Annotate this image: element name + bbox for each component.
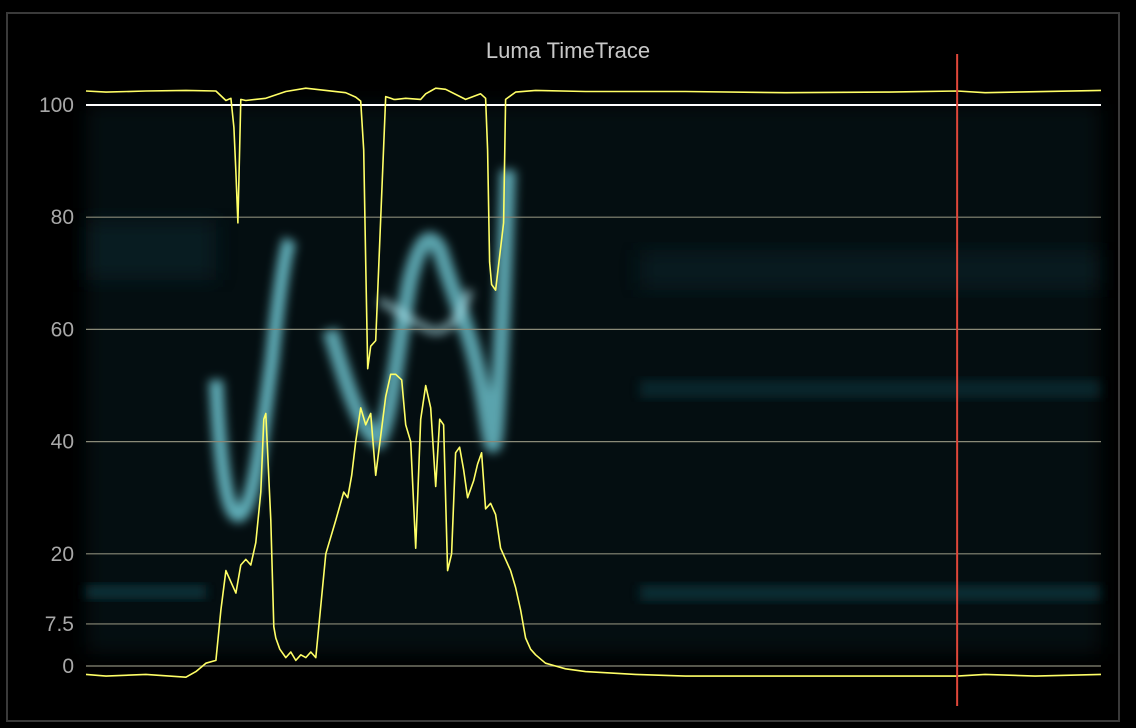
luma-heatmap: [86, 104, 1101, 654]
y-tick-label: 7.5: [45, 613, 74, 636]
y-tick-label: 100: [39, 94, 74, 117]
luma-average-line: [85, 373, 1102, 679]
y-tick-label: 60: [51, 318, 74, 341]
luma-max-line: [85, 87, 1102, 370]
y-tick-label: 80: [51, 206, 74, 229]
y-tick-label: 20: [51, 543, 74, 566]
y-axis-ticks: 100 80 60 40 20 7.5 0: [39, 94, 74, 678]
y-tick-label: 40: [51, 431, 74, 454]
y-tick-label: 0: [62, 655, 74, 678]
trace-series: [85, 87, 1102, 679]
grid-lines: [86, 104, 1101, 667]
chart-title: Luma TimeTrace: [485, 38, 651, 63]
